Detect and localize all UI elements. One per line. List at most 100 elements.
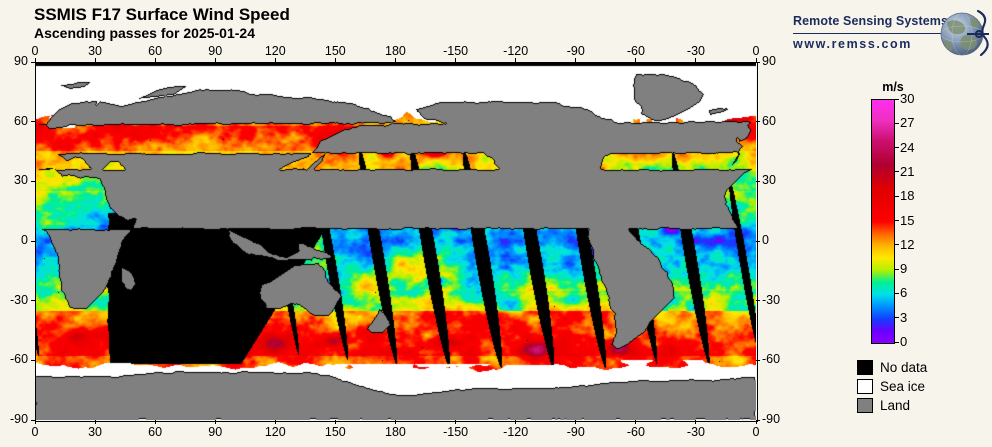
y-axis-tick bbox=[756, 300, 760, 302]
x-axis-tick bbox=[274, 420, 276, 424]
y-axis-tick-label-left: 90 bbox=[14, 54, 28, 68]
y-axis-tick-label-left: 60 bbox=[14, 113, 28, 128]
y-axis-tick-label-left: 0 bbox=[21, 233, 28, 247]
y-axis-tick-label-right: 30 bbox=[762, 173, 776, 188]
x-axis-tick-label-bottom: 120 bbox=[264, 425, 286, 439]
colorbar-tick bbox=[894, 317, 899, 319]
y-axis-tick bbox=[31, 359, 35, 361]
y-axis-tick bbox=[31, 61, 35, 63]
logo-divider bbox=[793, 33, 945, 34]
x-axis-tick-label-bottom: -60 bbox=[626, 425, 645, 439]
x-axis-tick bbox=[635, 420, 637, 424]
x-axis-tick bbox=[455, 420, 457, 424]
x-axis-tick-label-bottom: 90 bbox=[208, 425, 223, 439]
x-axis-tick bbox=[395, 420, 396, 424]
x-axis-tick-label-bottom: 180 bbox=[385, 425, 406, 439]
legend-swatch-sea-ice bbox=[857, 379, 873, 394]
colorbar-unit-label: m/s bbox=[882, 80, 904, 94]
x-axis-tick bbox=[515, 58, 517, 62]
colorbar-tick bbox=[894, 147, 899, 149]
x-axis-tick bbox=[154, 420, 156, 424]
colorbar-tick bbox=[894, 98, 899, 100]
page-subtitle: Ascending passes for 2025-01-24 bbox=[34, 25, 255, 41]
legend-label: Land bbox=[880, 398, 911, 413]
colorbar-tick bbox=[894, 220, 899, 221]
legend-item: Sea ice bbox=[857, 377, 927, 396]
x-axis-tick-label-top: 60 bbox=[148, 44, 163, 58]
x-axis-tick-label-top: 90 bbox=[208, 44, 223, 58]
y-axis-tick-label-left: -90 bbox=[10, 412, 29, 426]
colorbar-tick-label: 3 bbox=[900, 309, 908, 325]
x-axis-tick bbox=[94, 58, 96, 62]
legend-swatch-land bbox=[857, 398, 873, 413]
x-axis-tick bbox=[214, 420, 216, 424]
page-title: SSMIS F17 Surface Wind Speed bbox=[34, 5, 290, 24]
x-axis-tick bbox=[334, 58, 336, 62]
colorbar-tick-label: 18 bbox=[900, 188, 915, 204]
colorbar-tick bbox=[894, 268, 899, 270]
colorbar bbox=[871, 99, 895, 344]
colorbar-tick bbox=[894, 122, 899, 124]
x-axis-tick-label-top: 120 bbox=[264, 44, 286, 58]
map-legend: No data Sea ice Land bbox=[857, 358, 927, 415]
y-axis-tick-label-left: -60 bbox=[10, 352, 29, 367]
legend-item: Land bbox=[857, 396, 927, 415]
logo-company-name: Remote Sensing Systems bbox=[793, 14, 949, 28]
colorbar-tick-label: 27 bbox=[900, 115, 915, 131]
y-axis-tick bbox=[31, 180, 35, 182]
x-axis-tick-label-bottom: 30 bbox=[88, 425, 102, 439]
x-axis-tick bbox=[455, 58, 457, 62]
legend-swatch-no-data bbox=[857, 360, 873, 375]
y-axis-tick-label-right: -30 bbox=[762, 292, 781, 307]
x-axis-tick bbox=[515, 420, 517, 424]
x-axis-tick bbox=[34, 58, 36, 62]
x-axis-tick bbox=[214, 58, 216, 62]
y-axis-tick bbox=[756, 61, 760, 63]
legend-item: No data bbox=[857, 358, 927, 377]
x-axis-tick-label-top: -30 bbox=[686, 44, 705, 58]
x-axis-tick-label-top: 30 bbox=[88, 44, 102, 58]
x-axis-tick bbox=[695, 420, 697, 424]
x-axis-tick-label-top: -150 bbox=[443, 44, 469, 58]
y-axis-tick-label-right: 90 bbox=[762, 54, 776, 68]
x-axis-tick bbox=[34, 420, 36, 424]
y-axis-tick bbox=[31, 300, 35, 302]
x-axis-tick-label-bottom: 60 bbox=[148, 425, 163, 439]
x-axis-tick-label-bottom: 150 bbox=[324, 425, 346, 439]
x-axis-tick-label-bottom: -30 bbox=[686, 425, 705, 439]
colorbar-tick-label: 0 bbox=[900, 334, 908, 349]
x-axis-tick-label-bottom: -90 bbox=[566, 425, 585, 439]
y-axis-tick-label-left: 30 bbox=[14, 173, 28, 188]
x-axis-tick bbox=[635, 58, 637, 62]
globe-icon bbox=[940, 9, 989, 57]
x-axis-tick bbox=[274, 58, 276, 62]
x-axis-tick-label-bottom: -150 bbox=[443, 425, 469, 439]
colorbar-tick bbox=[894, 195, 899, 197]
x-axis-tick-label-top: 0 bbox=[752, 44, 760, 58]
y-axis-tick bbox=[756, 359, 760, 361]
colorbar-tick bbox=[894, 292, 899, 294]
y-axis-tick bbox=[31, 121, 35, 123]
remss-logo: Remote Sensing Systems www.remss.com bbox=[793, 9, 989, 64]
colorbar-tick bbox=[894, 341, 899, 343]
x-axis-tick-label-top: 180 bbox=[385, 44, 406, 58]
x-axis-tick bbox=[154, 58, 156, 62]
colorbar-tick-label: 15 bbox=[900, 212, 915, 228]
x-axis-tick-label-top: 150 bbox=[324, 44, 346, 58]
x-axis-tick-label-bottom: -120 bbox=[503, 425, 529, 439]
colorbar-tick-label: 6 bbox=[900, 285, 908, 301]
x-axis-tick bbox=[395, 58, 396, 62]
x-axis-tick-label-bottom: 0 bbox=[31, 425, 39, 439]
x-axis-tick-label-top: -90 bbox=[566, 44, 585, 58]
y-axis-tick-label-right: -60 bbox=[762, 352, 781, 367]
legend-label: Sea ice bbox=[880, 379, 926, 394]
x-axis-tick bbox=[575, 420, 577, 424]
x-axis-tick bbox=[755, 420, 757, 424]
colorbar-tick-label: 12 bbox=[900, 236, 915, 252]
map-canvas bbox=[35, 62, 756, 420]
colorbar-tick bbox=[894, 171, 899, 173]
x-axis-tick-label-top: -120 bbox=[503, 44, 529, 58]
y-axis-tick bbox=[756, 121, 760, 123]
x-axis-tick-label-top: -60 bbox=[626, 44, 645, 58]
y-axis-tick bbox=[31, 419, 35, 421]
